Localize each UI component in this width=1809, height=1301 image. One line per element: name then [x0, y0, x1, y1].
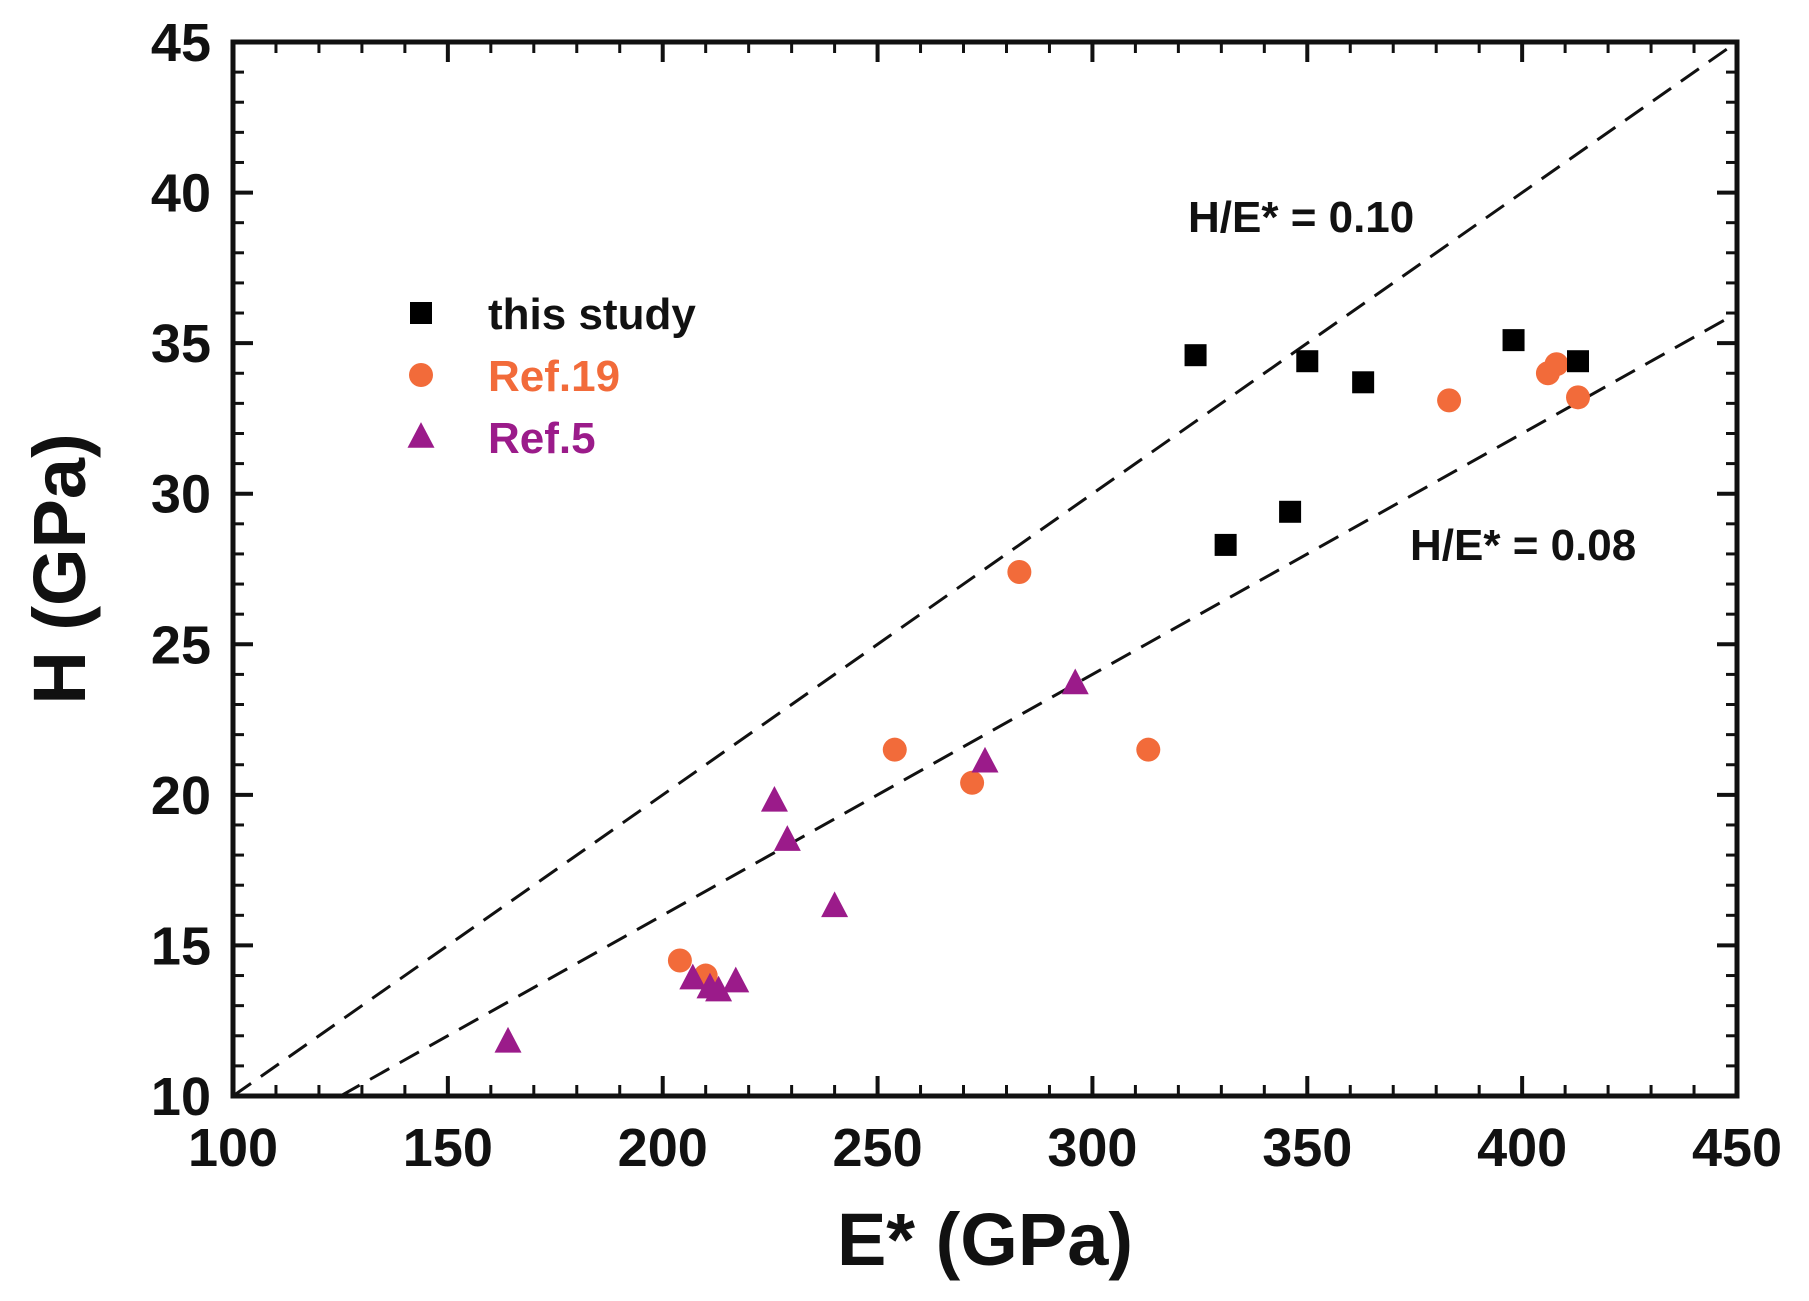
- point-circle: [882, 737, 907, 762]
- legend-marker-square: [410, 302, 432, 324]
- point-triangle: [494, 1026, 522, 1053]
- y-tick-label: 45: [151, 13, 211, 73]
- series-circle: [667, 352, 1591, 988]
- legend-marker-triangle: [407, 422, 435, 448]
- y-tick-label: 25: [151, 615, 211, 675]
- point-square: [1214, 533, 1237, 556]
- y-tick-label: 35: [151, 314, 211, 374]
- data-points: [494, 329, 1591, 1053]
- point-circle: [1544, 352, 1569, 377]
- point-triangle: [773, 825, 801, 851]
- point-triangle: [722, 966, 750, 993]
- axes: [230, 39, 1740, 1099]
- point-square: [1352, 371, 1375, 394]
- legend: this study Ref.19 Ref.5: [407, 290, 696, 463]
- x-axis-title: E* (GPa): [837, 1198, 1133, 1281]
- series-triangle: [494, 668, 1089, 1053]
- ticks: 100 150 200 250 300 350 400 450 10 15 20 25 30 35 40 45: [151, 13, 1782, 1178]
- legend-label: this study: [488, 290, 696, 339]
- legend-item: Ref.19: [409, 352, 620, 401]
- series-square: [1184, 329, 1590, 556]
- reference-line-labels: H/E* = 0.10 H/E* = 0.08: [1188, 193, 1636, 570]
- x-tick-label: 250: [833, 1118, 923, 1178]
- legend-marker-circle: [409, 363, 433, 387]
- x-tick-label: 450: [1692, 1118, 1782, 1178]
- point-circle: [960, 770, 985, 795]
- point-triangle: [760, 786, 788, 812]
- y-tick-label: 10: [151, 1067, 211, 1127]
- x-tick-label: 400: [1477, 1118, 1567, 1178]
- point-circle: [1007, 560, 1032, 585]
- point-triangle: [971, 746, 999, 773]
- y-tick-label: 40: [151, 164, 211, 224]
- point-square: [1296, 350, 1319, 373]
- y-axis-title: H (GPa): [18, 433, 101, 704]
- point-triangle: [679, 963, 707, 990]
- point-circle: [667, 948, 692, 973]
- y-tick-label: 20: [151, 766, 211, 826]
- y-tick-label: 15: [151, 916, 211, 976]
- point-circle: [1437, 388, 1462, 413]
- point-triangle: [705, 975, 733, 1002]
- y-tick-label: 30: [151, 465, 211, 525]
- point-square: [1279, 500, 1302, 523]
- legend-item: this study: [410, 290, 696, 339]
- legend-label: Ref.19: [488, 352, 620, 401]
- point-triangle: [821, 891, 849, 918]
- point-square: [1567, 350, 1590, 373]
- x-tick-label: 100: [188, 1118, 278, 1178]
- x-tick-label: 200: [618, 1118, 708, 1178]
- legend-item: Ref.5: [407, 414, 596, 463]
- reference-line-1: [339, 311, 1737, 1096]
- reference-line-0: [233, 42, 1737, 1096]
- reference-label-0: H/E* = 0.10: [1188, 193, 1414, 242]
- point-circle: [1566, 385, 1591, 410]
- point-circle: [1136, 737, 1161, 762]
- point-square: [1184, 344, 1207, 367]
- x-tick-label: 350: [1262, 1118, 1352, 1178]
- point-square: [1502, 329, 1525, 352]
- reference-label-1: H/E* = 0.08: [1410, 521, 1636, 570]
- plot-frame: [230, 39, 1740, 1099]
- legend-label: Ref.5: [488, 414, 596, 463]
- x-tick-label: 300: [1047, 1118, 1137, 1178]
- reference-lines: [233, 42, 1737, 1096]
- x-tick-label: 150: [403, 1118, 493, 1178]
- point-triangle: [1061, 668, 1089, 695]
